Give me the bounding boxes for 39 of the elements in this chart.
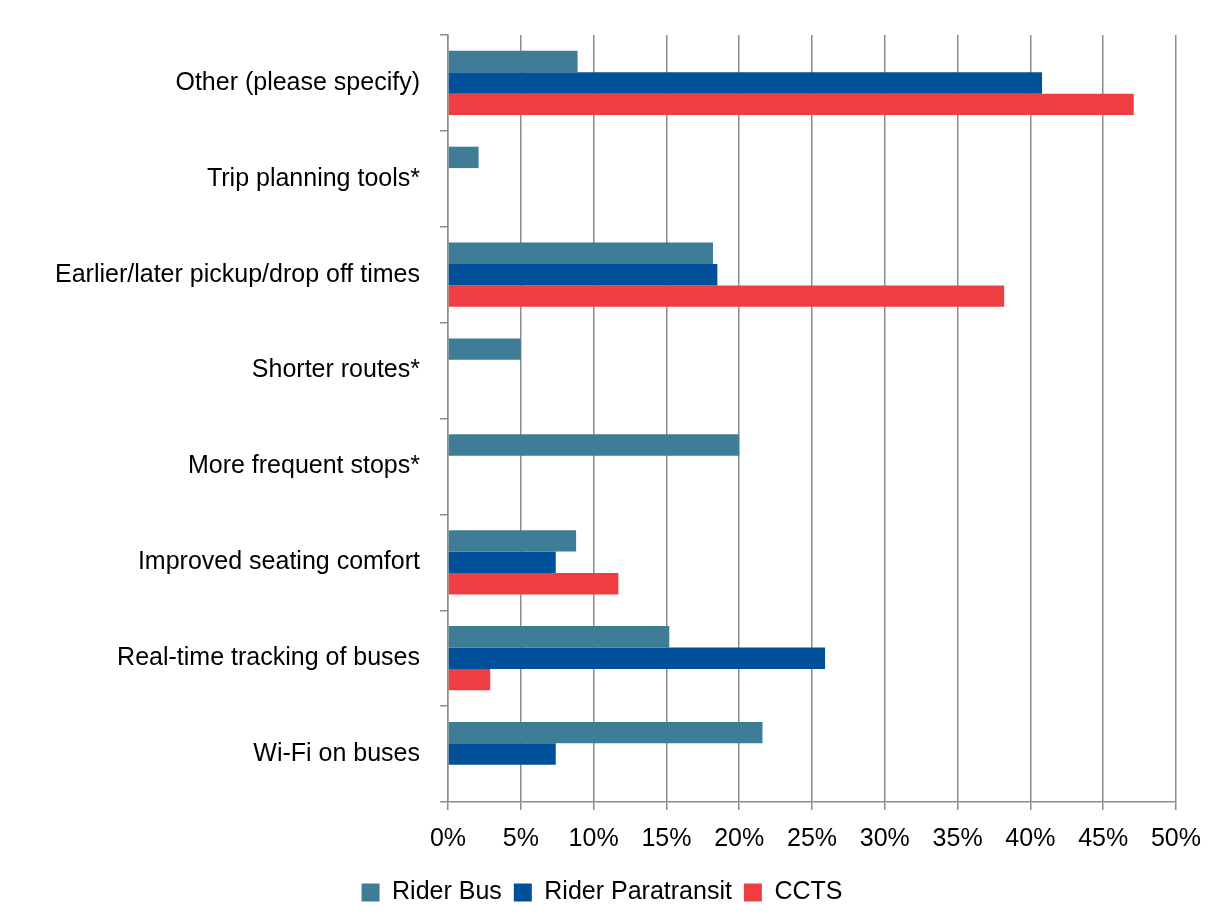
bar [448, 285, 1005, 307]
x-tick-label: 0% [429, 822, 467, 851]
legend-label: CCTS [774, 876, 843, 905]
x-tick-label: 20% [714, 822, 765, 851]
y-tick-label: Shorter routes* [251, 354, 421, 383]
legend-label: Rider Bus [392, 876, 502, 905]
legend-label: Rider Paratransit [544, 876, 732, 905]
x-tick-label: 5% [502, 822, 539, 851]
y-tick-label: Real-time tracking of buses [117, 642, 420, 671]
bar [448, 242, 713, 264]
x-tick-label: 15% [641, 822, 692, 851]
x-tick-label: 25% [786, 822, 838, 851]
x-tick-label: 40% [1005, 822, 1056, 851]
y-tick-label: Wi-Fi on buses [253, 737, 420, 766]
bar [448, 626, 670, 648]
bar [448, 338, 521, 360]
bar [448, 721, 763, 744]
bar [448, 573, 619, 595]
y-tick-label: More frequent stops* [187, 450, 421, 479]
bar [448, 434, 740, 456]
bar [448, 93, 1134, 116]
bar [448, 551, 556, 574]
bar [448, 668, 491, 691]
x-tick-label: 30% [859, 822, 910, 851]
y-tick-label: Earlier/later pickup/drop off times [55, 258, 420, 287]
bar [448, 530, 577, 552]
y-tick-label: Other (please specify) [175, 66, 420, 95]
x-tick-label: 50% [1150, 822, 1202, 851]
bar [448, 743, 556, 765]
x-tick-label: 35% [932, 822, 983, 851]
x-tick-label: 10% [568, 822, 619, 851]
bar [448, 72, 1043, 94]
bar [448, 146, 479, 169]
y-tick-label: Improved seating comfort [137, 546, 421, 575]
bar [448, 647, 826, 669]
bar [448, 50, 578, 73]
x-tick-label: 45% [1078, 822, 1129, 851]
y-tick-label: Trip planning tools* [206, 162, 421, 191]
bar [448, 263, 718, 286]
